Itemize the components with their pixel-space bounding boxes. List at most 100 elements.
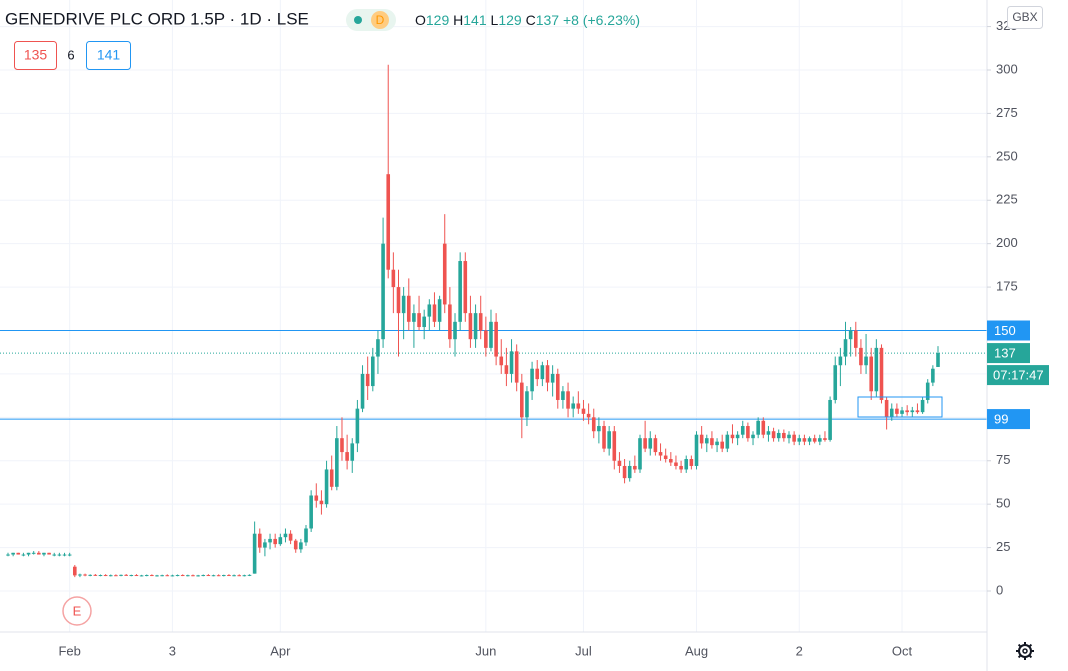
y-tick-label: 0 [996,582,1003,597]
candle-body [191,575,195,577]
candle-body [329,469,334,487]
candle-body [26,552,31,555]
candle-body [746,426,750,439]
candle-body [931,368,935,383]
candle-body [555,373,560,400]
candle-body [365,373,370,387]
candle-body [684,459,689,470]
candle-body [371,356,375,387]
drawn-rectangle [857,396,943,418]
ask-box[interactable] [86,41,131,70]
candle-body [396,287,401,314]
candle-body [72,566,77,576]
candle-body [83,574,87,576]
candle-body [52,554,57,556]
interval-badge: D [376,13,385,27]
interval-badge-bg [371,11,389,29]
candle-body [735,434,740,439]
y-tick-label: 50 [996,496,1010,511]
quote-label: L [491,12,499,28]
x-tick-label: Oct [892,643,913,658]
candle-body [859,347,863,366]
candle-body [771,431,776,439]
candle-body [540,365,545,380]
candle-body [730,434,735,439]
candle-body [473,313,478,340]
x-tick-label: Apr [270,643,291,658]
candle-body [119,574,123,576]
candle-body [355,408,360,444]
candle-body [905,410,909,413]
candle-body [227,575,231,577]
y-tick-label: 175 [996,279,1018,294]
candle-body [93,574,98,576]
candle-body [257,533,262,548]
quote-label: C [526,12,536,28]
candle-body [309,495,313,529]
candle-body [838,356,843,366]
y-tick-label: 200 [996,235,1018,250]
candle-body [782,432,786,439]
candle-body [514,351,519,383]
price-label: 99 [994,412,1008,427]
candle-body [797,438,802,442]
price-label: 150 [994,323,1016,338]
candle-body [884,399,889,418]
candle-body [828,399,832,440]
bid: 135 [24,47,48,63]
candle-body [391,269,396,288]
candle-body [648,438,653,449]
candle-body [293,540,298,550]
event-marker-circle[interactable] [62,596,92,626]
candle-body [237,575,242,577]
x-tick-label: 3 [169,643,176,658]
candle-body [155,575,159,577]
candle-body [360,373,365,409]
candle-body [345,452,349,461]
y-tick-label: 75 [996,452,1010,467]
candle-body [463,261,468,314]
candle-body [936,353,940,367]
candle-body [566,391,570,409]
candle-body [170,575,175,577]
candle-body [576,403,581,409]
gear-hub [1022,648,1028,654]
ask: 141 [97,47,121,63]
price-label-box [987,343,1030,364]
candle-body [165,575,170,577]
candle-body [201,575,206,577]
candle-body [653,438,658,453]
candle-body [622,465,627,479]
candle-body [627,465,632,479]
candle-body [11,552,15,555]
candle-body [715,441,719,446]
quote-value: 141 [463,12,487,28]
candle-body [427,304,432,317]
candle-body [509,351,514,374]
candle-body [160,575,164,577]
y-tick-label: 300 [996,61,1018,76]
candle-body [114,575,118,577]
candle-body [62,554,67,556]
candle-body [725,434,730,449]
candle-body [833,365,838,400]
candle-body [268,538,272,543]
price-label: 137 [994,346,1016,361]
settings-icon[interactable] [1016,642,1034,660]
candle-body [812,438,817,442]
y-tick-label: 25 [996,539,1010,554]
candle-body [247,574,252,576]
candle-body [889,408,894,418]
candle-body [484,330,488,348]
candle-body [643,438,647,449]
x-tick-label: 2 [796,643,803,658]
candle-body [103,575,108,577]
candle-body [324,469,329,505]
candle-body [108,575,113,577]
bid-box[interactable] [14,41,57,70]
candle-body [561,391,565,400]
candle-body [453,321,457,340]
currency-box[interactable] [1007,6,1043,29]
